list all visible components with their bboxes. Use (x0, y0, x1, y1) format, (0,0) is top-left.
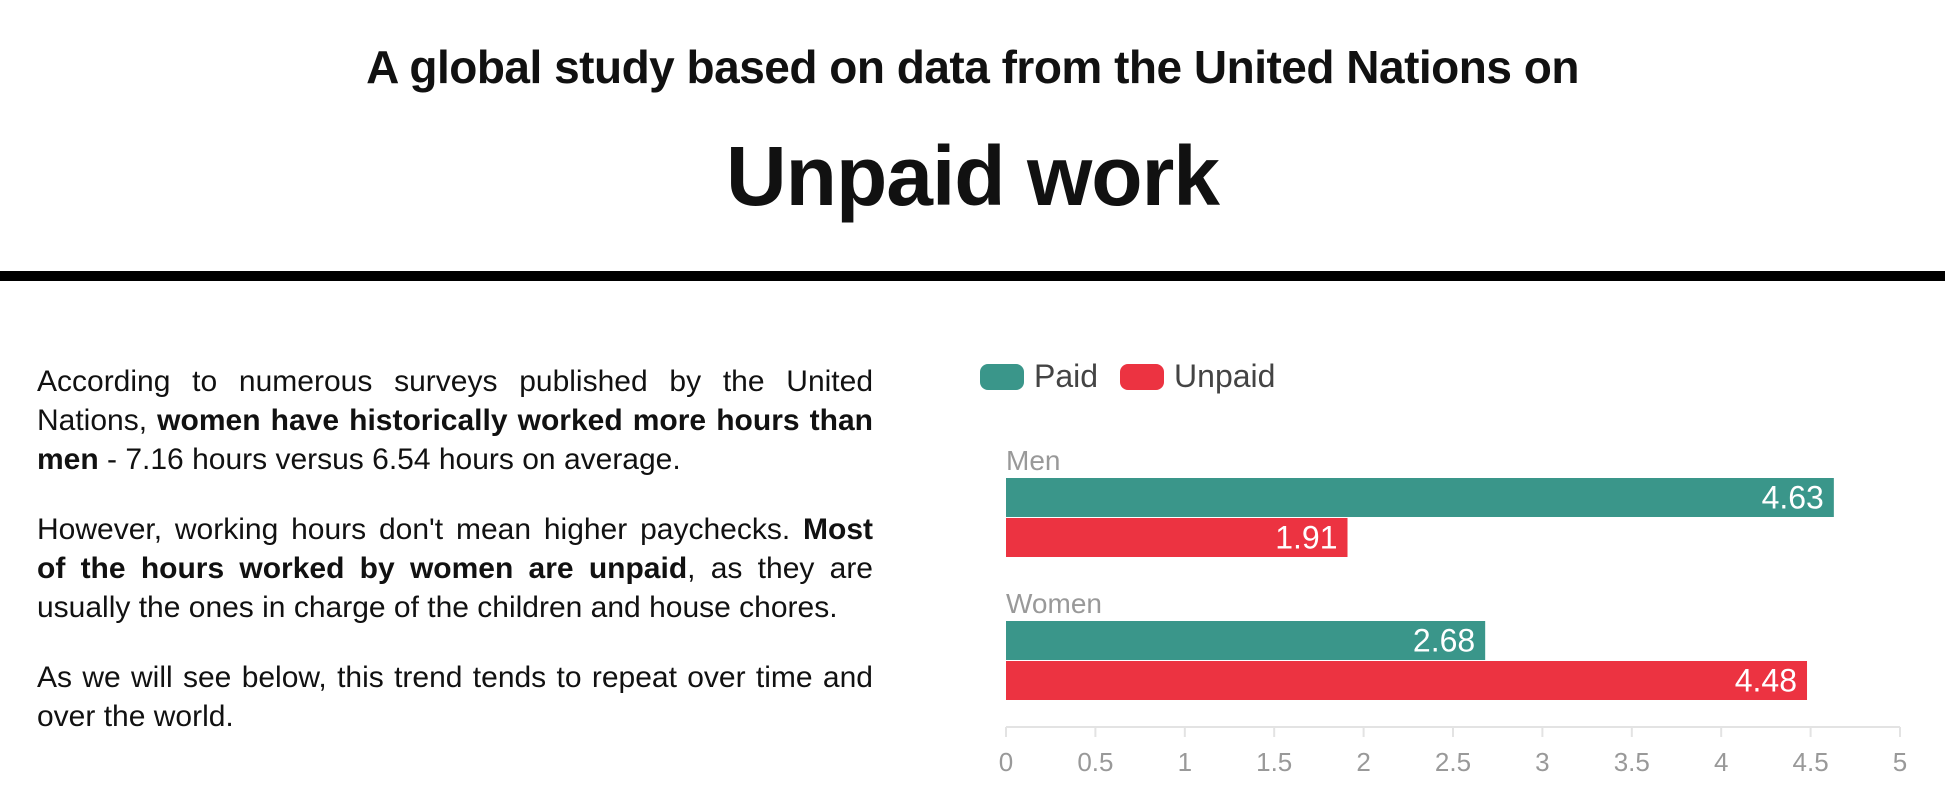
chart-legend: Paid Unpaid (980, 358, 1297, 395)
legend-item-paid[interactable]: Paid (980, 358, 1098, 395)
paragraph-1-text-a: According to numerous surveys published … (37, 365, 873, 437)
page-title: Unpaid work (725, 129, 1220, 223)
bar-women-paid (1006, 621, 1486, 660)
legend-swatch-paid (980, 363, 1024, 390)
x-tick-label-8: 4 (1714, 747, 1728, 777)
legend-label-unpaid: Unpaid (1174, 358, 1276, 394)
group-label-women: Women (1006, 588, 1102, 619)
group-label-men: Men (1006, 445, 1060, 476)
x-tick-label-0: 0 (999, 747, 1013, 777)
paragraph-2-text-c: , as they are usually the ones in charge… (37, 552, 873, 624)
x-tick-label-2: 1 (1178, 747, 1192, 777)
data-label-women-unpaid: 4.48 (1735, 663, 1797, 699)
bar-men-paid (1006, 478, 1834, 517)
legend-swatch-unpaid (1120, 363, 1165, 390)
data-label-women-paid: 2.68 (1413, 623, 1475, 659)
x-tick-label-7: 3.5 (1614, 747, 1650, 777)
paragraph-1-emphasis: women have historically worked more hour… (37, 404, 873, 476)
paragraph-1-text-c: - 7.16 hours versus 6.54 hours on averag… (98, 443, 681, 476)
legend-label-paid: Paid (1034, 358, 1099, 394)
paragraph-3: As we will see below, this trend tends t… (37, 661, 873, 733)
x-tick-label-3: 1.5 (1256, 747, 1292, 777)
supertitle: A global study based on data from the Un… (366, 41, 1579, 93)
paragraph-1: According to numerous surveys published … (37, 362, 873, 479)
x-tick-label-9: 4.5 (1793, 747, 1829, 777)
legend-item-unpaid[interactable]: Unpaid (1120, 358, 1275, 395)
chart-plot: Men 4.63 1.91 Women 2.68 4.48 0 0.5 1 1.5 2 2.5 3 3.5… (999, 445, 1907, 777)
bar-chart: Paid Unpaid Men 4.63 1.91 Women 2.68 4.48 0 0.5… (960, 340, 1945, 803)
paragraph-2-text-a: However, working hours don't mean higher… (37, 513, 803, 546)
header-divider (0, 271, 1945, 281)
bar-men-unpaid (1006, 518, 1348, 557)
bar-women-unpaid (1006, 661, 1808, 700)
paragraph-2-emphasis: Most of the hours worked by women are un… (37, 513, 873, 585)
x-tick-label-4: 2 (1356, 747, 1370, 777)
x-tick-label-5: 2.5 (1435, 747, 1471, 777)
x-tick-label-1: 0.5 (1077, 747, 1113, 777)
x-tick-label-10: 5 (1893, 747, 1907, 777)
data-label-men-paid: 4.63 (1762, 480, 1824, 516)
data-label-men-unpaid: 1.91 (1275, 520, 1337, 556)
x-tick-label-6: 3 (1535, 747, 1549, 777)
page-header: A global study based on data from the Un… (0, 0, 1945, 275)
paragraph-2: However, working hours don't mean higher… (37, 510, 873, 627)
article-text: According to numerous surveys published … (37, 362, 873, 767)
